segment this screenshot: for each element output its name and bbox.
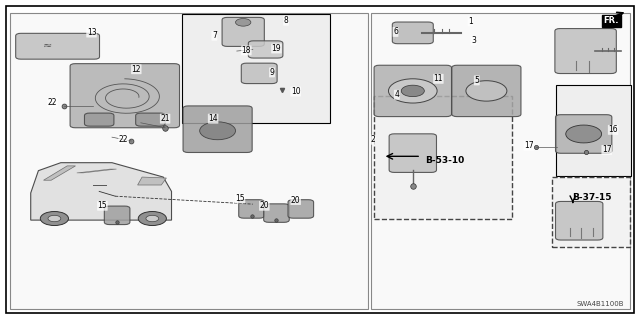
Text: 14: 14 [208, 114, 218, 123]
Text: 9: 9 [269, 68, 275, 77]
FancyBboxPatch shape [136, 113, 165, 126]
Text: 16: 16 [608, 125, 618, 134]
Text: 15: 15 [235, 194, 245, 203]
Text: 11: 11 [434, 74, 443, 83]
Circle shape [236, 19, 251, 26]
FancyBboxPatch shape [241, 63, 277, 84]
Text: 1: 1 [468, 17, 473, 26]
Circle shape [200, 122, 236, 140]
Polygon shape [77, 169, 116, 173]
Text: 12: 12 [132, 65, 141, 74]
Text: 22: 22 [119, 135, 128, 144]
Circle shape [466, 81, 507, 101]
Circle shape [566, 125, 602, 143]
Circle shape [40, 211, 68, 226]
Bar [182, 14, 330, 123]
Circle shape [388, 79, 437, 103]
FancyBboxPatch shape [222, 17, 264, 46]
Text: 15: 15 [97, 201, 108, 210]
FancyBboxPatch shape [183, 106, 252, 152]
FancyBboxPatch shape [70, 64, 179, 128]
Text: 20: 20 [291, 196, 301, 204]
Text: B-37-15: B-37-15 [572, 193, 612, 202]
Text: 17: 17 [602, 145, 612, 154]
Bar [556, 85, 631, 176]
FancyBboxPatch shape [248, 41, 283, 58]
Bar [371, 13, 630, 309]
Polygon shape [138, 177, 166, 185]
FancyBboxPatch shape [264, 204, 289, 222]
Bar [552, 177, 630, 247]
Text: 8: 8 [284, 16, 289, 25]
Text: 3: 3 [471, 36, 476, 45]
FancyBboxPatch shape [239, 200, 264, 218]
Text: 21: 21 [161, 114, 170, 123]
FancyBboxPatch shape [15, 33, 100, 59]
Text: 10: 10 [291, 87, 301, 96]
Text: ≈: ≈ [44, 41, 52, 51]
Circle shape [401, 85, 424, 97]
Text: 17: 17 [524, 141, 534, 150]
Text: 18: 18 [242, 46, 251, 55]
Text: 13: 13 [86, 28, 97, 37]
Polygon shape [31, 163, 172, 220]
FancyBboxPatch shape [288, 200, 314, 218]
Bar [374, 96, 512, 219]
FancyBboxPatch shape [104, 206, 130, 225]
Text: FR.: FR. [604, 16, 619, 25]
Text: SWA4B1100B: SWA4B1100B [577, 301, 624, 307]
FancyBboxPatch shape [556, 115, 612, 153]
FancyBboxPatch shape [84, 113, 114, 126]
FancyBboxPatch shape [389, 134, 436, 172]
Text: 20: 20 [259, 201, 269, 210]
FancyBboxPatch shape [556, 202, 603, 240]
Circle shape [138, 211, 166, 226]
FancyBboxPatch shape [374, 65, 452, 117]
FancyBboxPatch shape [392, 22, 433, 44]
Circle shape [48, 215, 61, 222]
Text: 19: 19 [271, 44, 282, 53]
Text: 5: 5 [474, 76, 479, 85]
Circle shape [146, 215, 159, 222]
Text: 2: 2 [371, 135, 376, 144]
Bar [10, 13, 368, 309]
Text: 22: 22 [48, 98, 57, 107]
FancyBboxPatch shape [555, 29, 616, 74]
Polygon shape [44, 166, 76, 180]
Text: B-53-10: B-53-10 [425, 156, 465, 165]
Text: 7: 7 [212, 31, 217, 40]
Text: 6: 6 [393, 27, 398, 36]
Text: 4: 4 [394, 90, 399, 99]
FancyBboxPatch shape [452, 65, 521, 117]
